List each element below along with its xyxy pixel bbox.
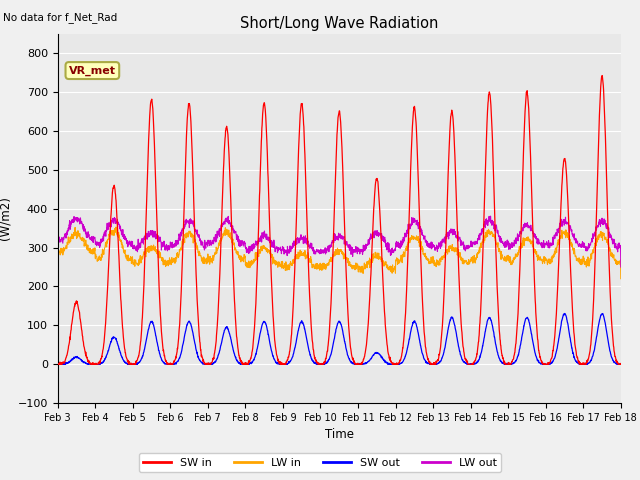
Text: VR_met: VR_met bbox=[69, 65, 116, 76]
Text: No data for f_Net_Rad: No data for f_Net_Rad bbox=[3, 12, 118, 23]
X-axis label: Time: Time bbox=[324, 429, 354, 442]
Title: Short/Long Wave Radiation: Short/Long Wave Radiation bbox=[240, 16, 438, 31]
Legend: SW in, LW in, SW out, LW out: SW in, LW in, SW out, LW out bbox=[139, 453, 501, 472]
Y-axis label: (W/m2): (W/m2) bbox=[0, 196, 12, 240]
